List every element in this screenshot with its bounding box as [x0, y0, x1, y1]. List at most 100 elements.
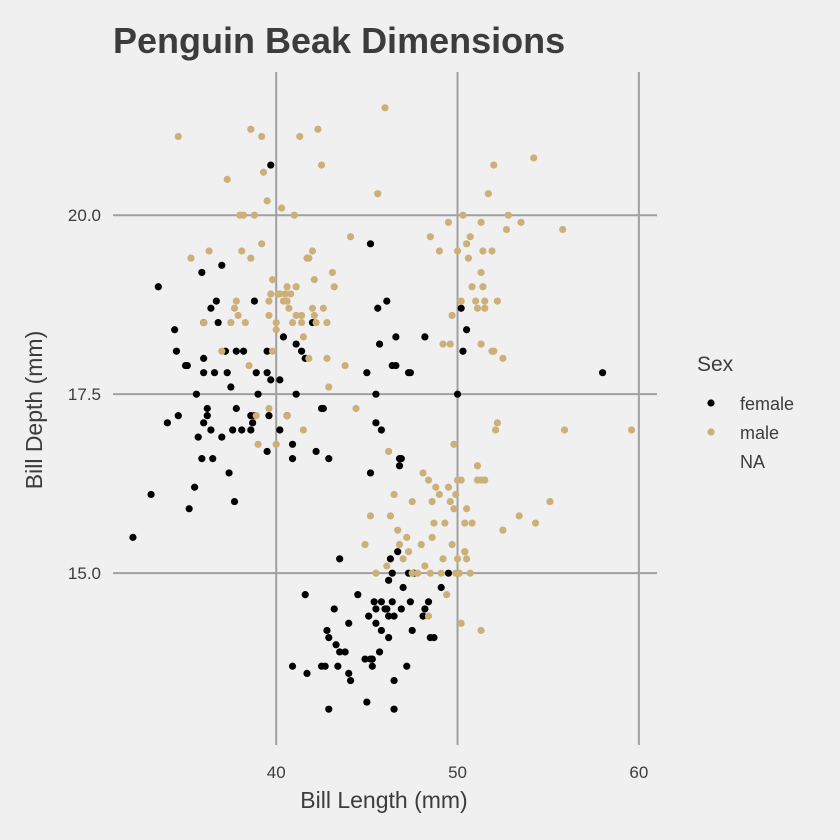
legend-label-female: female	[740, 394, 794, 414]
data-point	[473, 462, 482, 470]
data-point	[263, 447, 271, 456]
data-point	[239, 347, 248, 355]
data-point	[361, 540, 369, 549]
data-point	[203, 412, 211, 420]
data-point	[448, 311, 456, 320]
data-point	[288, 662, 297, 670]
data-point	[207, 304, 215, 312]
data-point	[419, 469, 427, 477]
data-point	[375, 648, 384, 656]
data-point	[560, 426, 569, 434]
data-point	[218, 433, 226, 441]
data-point	[292, 390, 300, 398]
data-point	[430, 519, 438, 527]
data-point	[385, 447, 393, 456]
data-point	[377, 426, 385, 434]
data-point	[408, 569, 416, 577]
data-point	[368, 655, 376, 663]
data-point	[187, 254, 195, 262]
data-point	[446, 497, 454, 506]
data-point	[292, 283, 300, 291]
data-point	[325, 455, 333, 463]
data-point	[263, 369, 271, 377]
data-point	[288, 318, 297, 327]
data-point	[374, 190, 382, 198]
data-point	[502, 225, 511, 234]
data-point	[386, 555, 395, 563]
data-point	[341, 648, 349, 656]
data-point	[200, 369, 208, 377]
data-point	[301, 591, 309, 599]
data-point	[247, 426, 255, 434]
data-point	[404, 548, 413, 556]
data-point	[230, 497, 239, 506]
data-point	[210, 369, 219, 377]
data-point	[203, 404, 211, 413]
data-point	[250, 297, 259, 305]
data-point	[297, 318, 306, 327]
data-point	[375, 340, 384, 348]
data-point	[428, 497, 436, 506]
data-point	[517, 218, 525, 226]
data-point	[461, 519, 469, 527]
data-point	[386, 512, 395, 520]
data-point	[477, 218, 485, 226]
data-point	[232, 297, 240, 305]
data-point	[209, 455, 217, 463]
data-point	[299, 426, 307, 434]
data-point	[297, 311, 306, 320]
data-point	[259, 168, 268, 176]
data-point	[276, 376, 284, 384]
data-point	[292, 311, 300, 320]
data-point	[330, 283, 338, 291]
data-point	[377, 598, 385, 606]
data-point	[328, 268, 337, 277]
data-point	[394, 526, 402, 534]
series-female	[129, 161, 607, 713]
data-point	[417, 540, 425, 549]
data-point	[481, 476, 489, 484]
data-point	[245, 361, 253, 370]
data-point	[459, 211, 467, 219]
data-point	[530, 154, 538, 162]
data-point	[185, 505, 193, 513]
data-point	[249, 419, 257, 427]
data-point	[283, 283, 291, 291]
data-point	[403, 662, 411, 670]
data-point	[325, 705, 333, 713]
data-point	[241, 318, 249, 327]
legend-marker-male	[707, 428, 715, 436]
data-point	[388, 598, 396, 606]
data-point	[232, 404, 240, 413]
tick-labels: 40 50 60 15.0 17.5 20.0	[68, 206, 648, 782]
data-point	[408, 497, 416, 506]
data-point	[183, 361, 191, 370]
data-point	[194, 433, 202, 441]
data-point	[147, 490, 155, 499]
data-point	[218, 347, 226, 355]
series-male	[174, 104, 636, 635]
data-point	[385, 634, 393, 642]
data-point	[218, 261, 226, 269]
data-point	[365, 612, 373, 620]
data-point	[366, 469, 375, 477]
data-point	[345, 669, 353, 678]
data-point	[361, 655, 369, 663]
data-point	[238, 426, 246, 434]
data-point	[163, 419, 171, 427]
data-point	[223, 175, 231, 183]
data-point	[477, 340, 485, 348]
data-point	[493, 419, 502, 427]
data-point	[459, 347, 467, 355]
data-point	[346, 233, 355, 241]
data-point	[214, 318, 222, 327]
data-point	[279, 333, 288, 341]
data-point	[372, 390, 380, 398]
data-point	[481, 297, 489, 305]
data-point	[232, 347, 240, 355]
data-point	[363, 369, 371, 377]
data-point	[303, 254, 311, 262]
data-point	[457, 304, 465, 312]
data-point	[388, 569, 396, 577]
